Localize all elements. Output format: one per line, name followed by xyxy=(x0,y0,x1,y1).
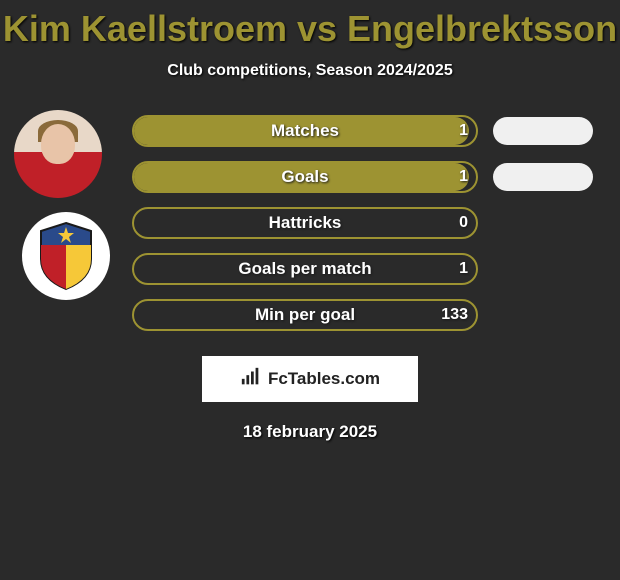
value-pill xyxy=(493,163,593,191)
bar-label: Goals xyxy=(281,167,328,187)
player-avatar xyxy=(14,110,102,198)
stat-bar: Goals per match 1 xyxy=(132,253,478,285)
right-column xyxy=(478,163,608,191)
stat-bar: Min per goal 133 xyxy=(132,299,478,331)
shield-icon xyxy=(36,221,96,291)
bar-value-left: 133 xyxy=(441,306,468,324)
bar-label: Hattricks xyxy=(269,213,342,233)
stat-bar: Hattricks 0 xyxy=(132,207,478,239)
stat-row: Min per goal 133 xyxy=(0,292,620,338)
stat-bar: Matches 1 xyxy=(132,115,478,147)
stat-bar: Goals 1 xyxy=(132,161,478,193)
footer-label: FcTables.com xyxy=(268,369,380,389)
bar-value-left: 1 xyxy=(459,168,468,186)
bar-value-left: 1 xyxy=(459,260,468,278)
bar-label: Min per goal xyxy=(255,305,355,325)
page-title: Kim Kaellstroem vs Engelbrektsson xyxy=(0,8,620,50)
subtitle: Club competitions, Season 2024/2025 xyxy=(0,62,620,80)
date-label: 18 february 2025 xyxy=(0,422,620,442)
avatar-head xyxy=(41,124,75,164)
footer-attribution: FcTables.com xyxy=(202,356,418,402)
right-column xyxy=(478,117,608,145)
club-crest xyxy=(22,212,110,300)
value-pill xyxy=(493,117,593,145)
bar-label: Matches xyxy=(271,121,339,141)
bar-value-left: 0 xyxy=(459,214,468,232)
bar-value-left: 1 xyxy=(459,122,468,140)
bar-label: Goals per match xyxy=(238,259,371,279)
chart-icon xyxy=(240,366,262,393)
